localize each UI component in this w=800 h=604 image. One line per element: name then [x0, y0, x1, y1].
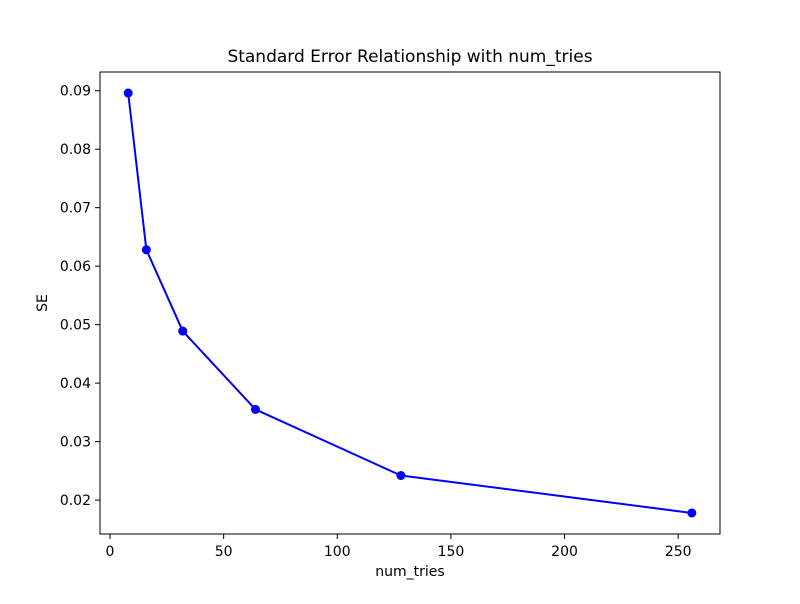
x-tick-label: 150 — [438, 544, 465, 560]
y-tick-label: 0.06 — [60, 259, 91, 275]
series-line — [127, 92, 693, 514]
x-axis-tick-labels: 0 50 100 150 200 250 — [106, 544, 692, 560]
data-point-marker — [250, 404, 260, 414]
x-axis-label: num_tries — [375, 564, 444, 580]
y-tick-label: 0.02 — [60, 493, 91, 509]
data-point-marker — [687, 508, 697, 518]
data-point-marker — [141, 245, 151, 255]
x-tick-label: 50 — [215, 544, 233, 560]
x-tick-label: 100 — [324, 544, 351, 560]
chart-title: Standard Error Relationship with num_tri… — [227, 47, 592, 67]
y-tick-label: 0.05 — [60, 318, 91, 334]
x-axis-ticks — [109, 534, 679, 539]
x-tick-label: 200 — [551, 544, 578, 560]
y-tick-label: 0.04 — [60, 376, 91, 392]
y-tick-label: 0.09 — [60, 84, 91, 100]
y-tick-label: 0.03 — [60, 435, 91, 451]
x-tick-label: 0 — [106, 544, 115, 560]
y-tick-label: 0.08 — [60, 142, 91, 158]
plot-area-frame — [99, 71, 721, 535]
data-series — [123, 88, 697, 518]
y-axis-ticks — [95, 90, 100, 501]
data-point-marker — [178, 326, 188, 336]
x-tick-label: 250 — [665, 544, 692, 560]
y-axis-tick-labels: 0.02 0.03 0.04 0.05 0.06 0.07 0.08 0.09 — [60, 84, 91, 509]
data-point-marker — [396, 471, 406, 481]
y-tick-label: 0.07 — [60, 201, 91, 217]
data-point-marker — [123, 88, 133, 98]
y-axis-label: SE — [35, 294, 51, 312]
